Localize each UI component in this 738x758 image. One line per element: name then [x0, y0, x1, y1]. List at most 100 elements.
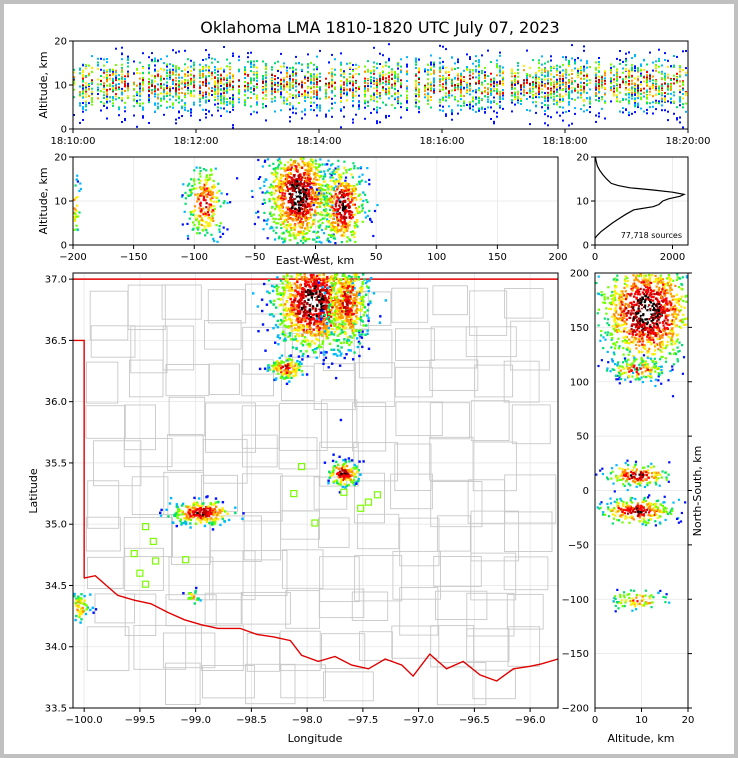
source-point: [352, 74, 354, 77]
source-point: [193, 95, 195, 98]
source-point: [547, 70, 549, 73]
source-point: [109, 100, 111, 103]
source-point: [604, 100, 606, 103]
source-point: [79, 67, 81, 70]
source-point: [346, 94, 348, 97]
source-point: [595, 84, 597, 87]
source-point: [191, 210, 194, 213]
source-point: [331, 107, 333, 110]
source-point: [198, 172, 201, 175]
source-point: [215, 224, 218, 227]
source-point: [541, 63, 543, 66]
source-point: [307, 164, 310, 167]
source-point: [212, 205, 216, 208]
source-point: [73, 88, 75, 91]
source-point: [291, 226, 294, 229]
source-point: [469, 77, 471, 80]
source-point: [298, 208, 301, 211]
source-point: [376, 89, 378, 92]
source-point: [547, 82, 549, 85]
source-point: [334, 101, 336, 104]
source-point: [304, 200, 308, 203]
source-point: [263, 211, 266, 214]
source-point: [199, 166, 202, 169]
source-point: [303, 188, 306, 191]
source-point: [466, 69, 468, 71]
source-point: [332, 180, 335, 183]
source-point: [277, 81, 279, 84]
source-point: [247, 60, 249, 63]
source-point: [601, 96, 603, 98]
source-point: [628, 73, 630, 76]
source-point: [372, 234, 375, 238]
source-point: [290, 206, 294, 209]
source-point: [439, 57, 441, 60]
source-point: [321, 184, 324, 187]
source-point: [580, 96, 582, 99]
source-point: [580, 66, 582, 69]
source-point: [364, 81, 366, 84]
source-point: [415, 95, 417, 98]
source-point: [175, 118, 177, 121]
source-point: [565, 76, 567, 79]
source-point: [112, 78, 114, 80]
source-point: [217, 199, 221, 202]
source-point: [211, 57, 213, 60]
source-point: [306, 232, 309, 235]
source-point: [318, 192, 321, 195]
source-point: [574, 107, 576, 110]
source-point: [655, 87, 657, 90]
source-point: [346, 84, 348, 87]
source-point: [293, 196, 296, 199]
source-point: [394, 74, 396, 77]
source-point: [287, 180, 290, 183]
source-point: [544, 75, 546, 78]
source-point: [640, 83, 642, 86]
source-point: [160, 75, 162, 78]
source-point: [514, 96, 516, 98]
source-point: [628, 76, 630, 79]
source-point: [379, 77, 381, 80]
source-point: [362, 191, 365, 194]
source-point: [287, 165, 290, 168]
source-point: [148, 56, 150, 59]
source-point: [112, 88, 114, 90]
source-point: [274, 217, 277, 221]
source-point: [312, 202, 315, 205]
source-point: [430, 88, 432, 91]
source-point: [302, 231, 305, 234]
source-point: [655, 79, 657, 82]
source-point: [679, 66, 681, 69]
source-point: [388, 90, 390, 93]
source-point: [547, 98, 549, 101]
source-point: [344, 200, 347, 203]
source-point: [511, 94, 513, 97]
source-point: [304, 109, 306, 112]
source-point: [325, 95, 327, 98]
source-point: [291, 203, 294, 206]
source-point: [331, 75, 333, 78]
source-point: [481, 83, 483, 86]
source-point: [520, 88, 522, 91]
source-point: [109, 68, 111, 71]
source-point: [305, 192, 308, 195]
source-point: [148, 81, 150, 84]
source-point: [340, 189, 343, 192]
source-point: [562, 99, 564, 101]
source-point: [341, 194, 344, 197]
source-point: [205, 93, 207, 96]
source-point: [406, 94, 408, 97]
source-point: [299, 183, 302, 186]
source-point: [229, 81, 231, 84]
source-point: [184, 85, 186, 88]
source-point: [229, 102, 231, 105]
source-point: [283, 211, 286, 214]
source-point: [562, 89, 564, 91]
source-point: [598, 89, 600, 91]
source-point: [311, 163, 314, 167]
source-point: [277, 198, 280, 201]
source-point: [308, 172, 311, 176]
source-point: [202, 76, 204, 79]
source-point: [127, 70, 129, 73]
